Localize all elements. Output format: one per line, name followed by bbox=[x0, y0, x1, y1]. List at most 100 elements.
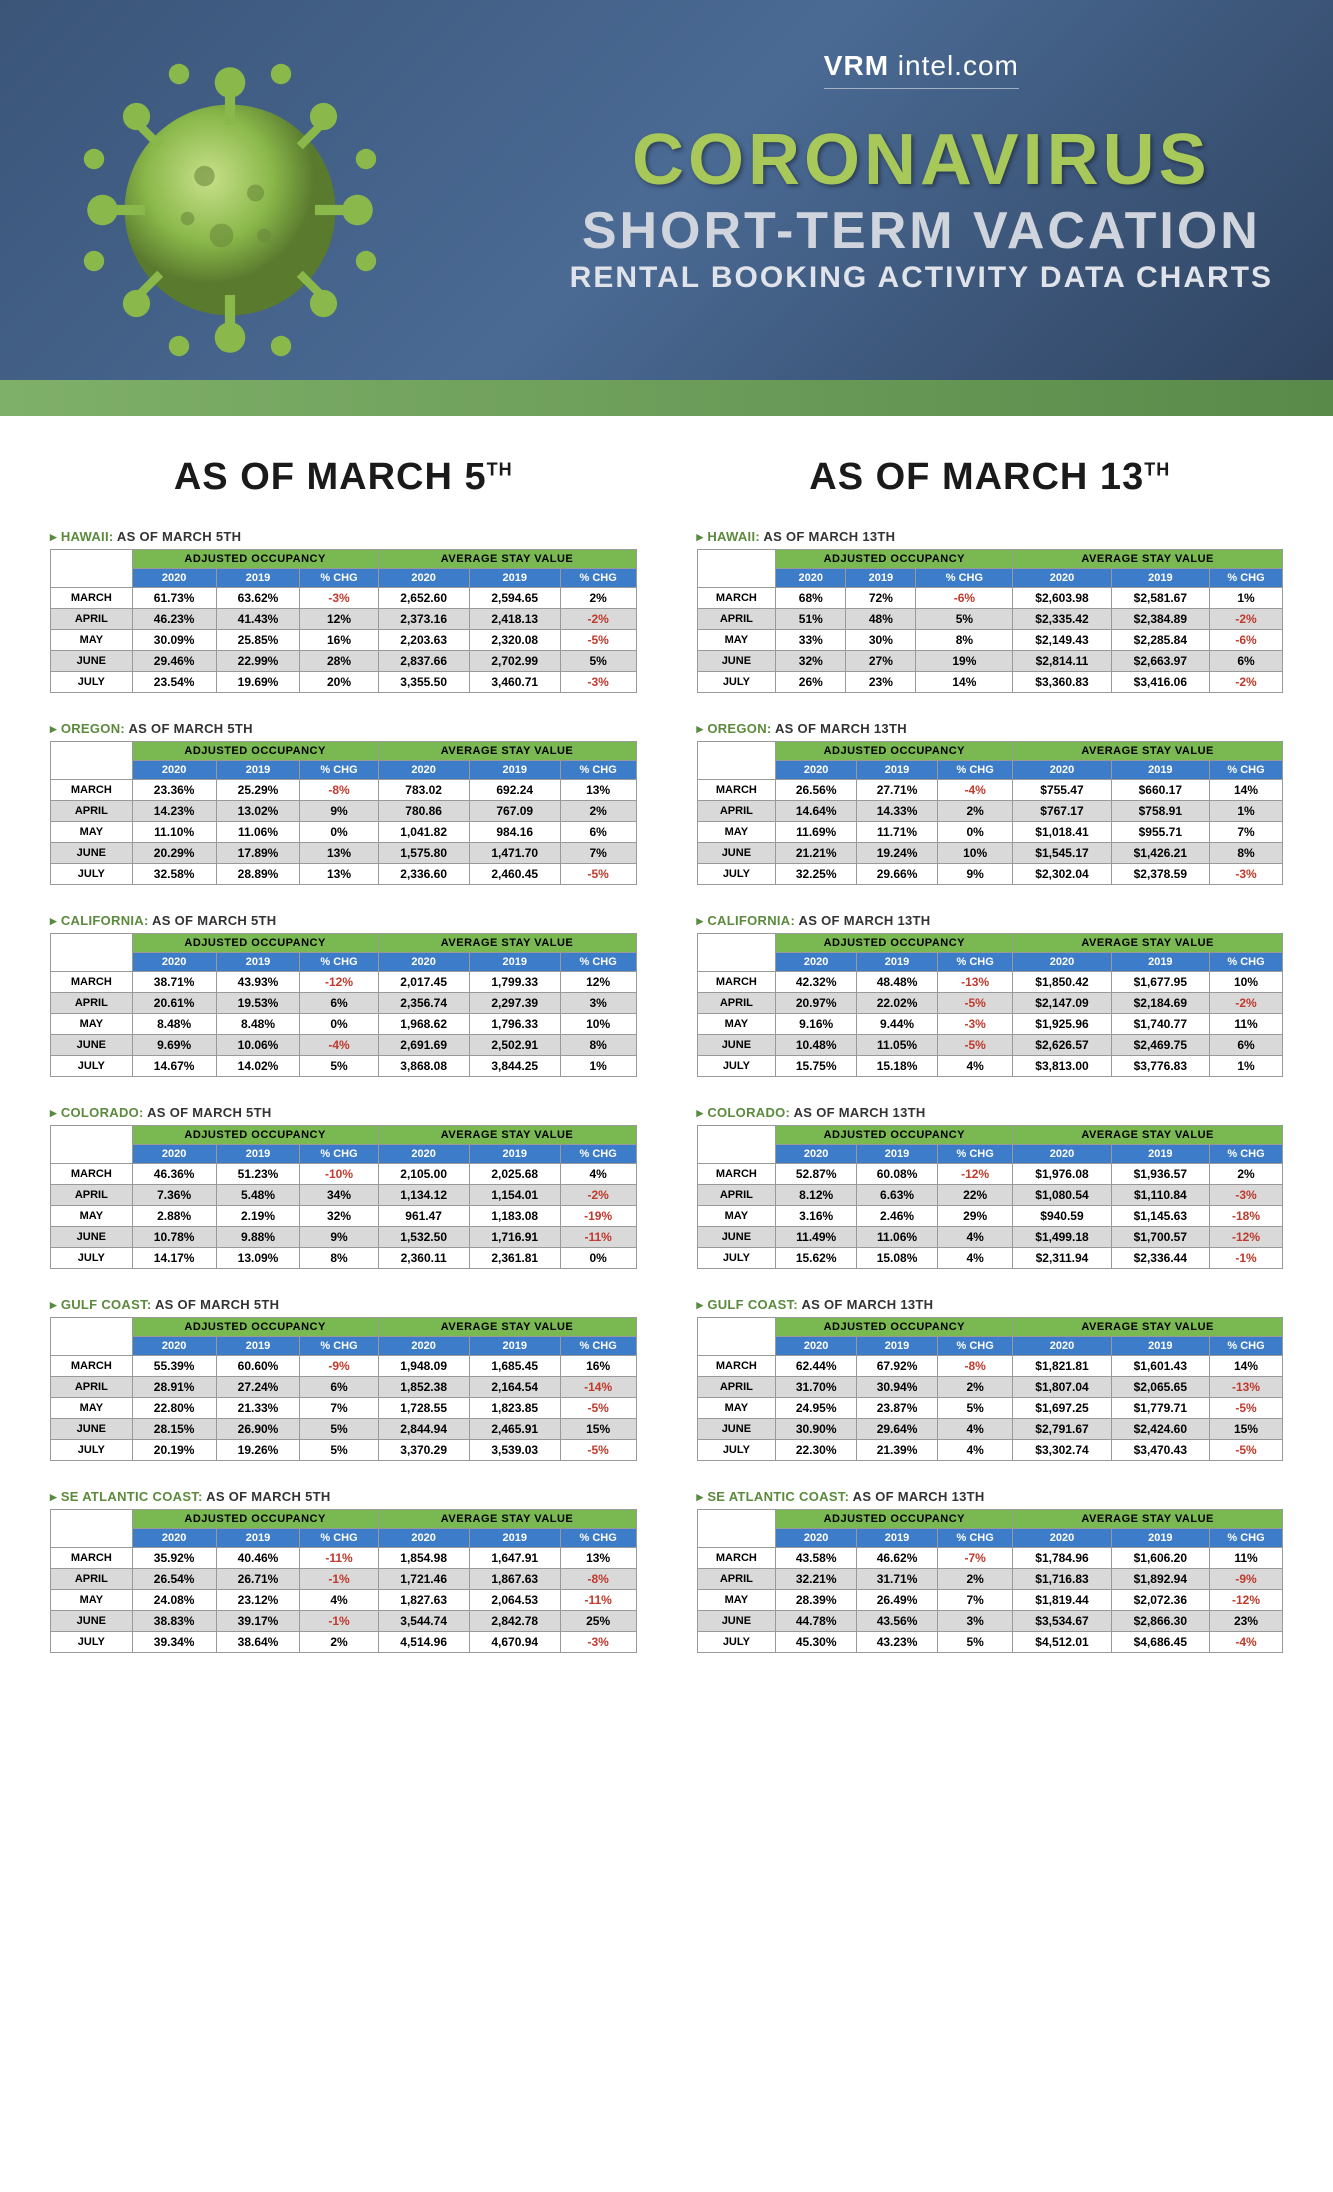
value-cell: 26.90% bbox=[216, 1419, 300, 1440]
sub-header: % CHG bbox=[300, 1529, 378, 1548]
sub-header: % CHG bbox=[1210, 1145, 1283, 1164]
value-cell: $2,384.89 bbox=[1111, 609, 1209, 630]
left-column: AS OF MARCH 5TH ▸HAWAII: AS OF MARCH 5TH… bbox=[50, 456, 637, 1681]
value-cell: 29.66% bbox=[857, 864, 938, 885]
value-cell: 8.48% bbox=[216, 1014, 300, 1035]
pct-chg-cell: 14% bbox=[916, 672, 1013, 693]
table-row: MARCH46.36%51.23%-10%2,105.002,025.684% bbox=[51, 1164, 637, 1185]
table-row: MAY11.10%11.06%0%1,041.82984.166% bbox=[51, 822, 637, 843]
month-cell: JUNE bbox=[51, 1419, 133, 1440]
sub-header: 2020 bbox=[132, 761, 216, 780]
table-row: JUNE28.15%26.90%5%2,844.942,465.9115% bbox=[51, 1419, 637, 1440]
sub-header: 2019 bbox=[216, 953, 300, 972]
pct-chg-cell: -5% bbox=[937, 1035, 1012, 1056]
data-table: ADJUSTED OCCUPANCYAVERAGE STAY VALUE2020… bbox=[50, 1317, 637, 1461]
value-cell: 41.43% bbox=[216, 609, 300, 630]
header-banner: VRM intel.com CORONAVIRUS SHORT-TERM VAC… bbox=[0, 0, 1333, 380]
value-cell: $4,686.45 bbox=[1111, 1632, 1209, 1653]
value-cell: 3,868.08 bbox=[378, 1056, 469, 1077]
group-header: ADJUSTED OCCUPANCY bbox=[776, 1126, 1013, 1145]
value-cell: 20.19% bbox=[132, 1440, 216, 1461]
data-table: ADJUSTED OCCUPANCYAVERAGE STAY VALUE2020… bbox=[697, 741, 1284, 885]
pct-chg-cell: 5% bbox=[300, 1419, 378, 1440]
month-cell: MARCH bbox=[51, 1356, 133, 1377]
pct-chg-cell: -3% bbox=[1210, 864, 1283, 885]
month-cell: APRIL bbox=[697, 993, 776, 1014]
content-area: AS OF MARCH 5TH ▸HAWAII: AS OF MARCH 5TH… bbox=[0, 416, 1333, 1721]
value-cell: 55.39% bbox=[132, 1356, 216, 1377]
value-cell: $2,335.42 bbox=[1013, 609, 1111, 630]
pct-chg-cell: 1% bbox=[1210, 1056, 1283, 1077]
value-cell: $2,469.75 bbox=[1111, 1035, 1209, 1056]
value-cell: $1,807.04 bbox=[1013, 1377, 1111, 1398]
sub-header: 2020 bbox=[132, 1337, 216, 1356]
value-cell: $1,606.20 bbox=[1111, 1548, 1209, 1569]
pct-chg-cell: -13% bbox=[1210, 1377, 1283, 1398]
pct-chg-cell: 13% bbox=[560, 1548, 636, 1569]
sub-header: % CHG bbox=[1210, 953, 1283, 972]
value-cell: 38.71% bbox=[132, 972, 216, 993]
month-cell: JULY bbox=[697, 864, 776, 885]
value-cell: $2,663.97 bbox=[1111, 651, 1209, 672]
group-header: AVERAGE STAY VALUE bbox=[378, 550, 636, 569]
data-table: ADJUSTED OCCUPANCYAVERAGE STAY VALUE2020… bbox=[697, 1317, 1284, 1461]
month-cell: APRIL bbox=[51, 1377, 133, 1398]
table-row: JUNE21.21%19.24%10%$1,545.17$1,426.218% bbox=[697, 843, 1283, 864]
value-cell: 2,361.81 bbox=[469, 1248, 560, 1269]
data-table: ADJUSTED OCCUPANCYAVERAGE STAY VALUE2020… bbox=[50, 741, 637, 885]
value-cell: 33% bbox=[776, 630, 846, 651]
month-cell: JULY bbox=[697, 1632, 776, 1653]
value-cell: 30.94% bbox=[857, 1377, 938, 1398]
value-cell: 2,320.08 bbox=[469, 630, 560, 651]
value-cell: $2,065.65 bbox=[1111, 1377, 1209, 1398]
region-block: ▸CALIFORNIA: AS OF MARCH 13THADJUSTED OC… bbox=[697, 913, 1284, 1077]
month-cell: APRIL bbox=[697, 1569, 776, 1590]
value-cell: 22.30% bbox=[776, 1440, 857, 1461]
group-header: ADJUSTED OCCUPANCY bbox=[132, 1318, 378, 1337]
value-cell: 32.58% bbox=[132, 864, 216, 885]
pct-chg-cell: -2% bbox=[560, 1185, 636, 1206]
pct-chg-cell: 1% bbox=[1210, 588, 1283, 609]
table-row: JULY23.54%19.69%20%3,355.503,460.71-3% bbox=[51, 672, 637, 693]
value-cell: $3,534.67 bbox=[1013, 1611, 1111, 1632]
pct-chg-cell: -9% bbox=[1210, 1569, 1283, 1590]
table-row: APRIL20.97%22.02%-5%$2,147.09$2,184.69-2… bbox=[697, 993, 1283, 1014]
value-cell: 35.92% bbox=[132, 1548, 216, 1569]
pct-chg-cell: 11% bbox=[1210, 1014, 1283, 1035]
value-cell: 51.23% bbox=[216, 1164, 300, 1185]
value-cell: 2.46% bbox=[857, 1206, 938, 1227]
region-title: ▸COLORADO: AS OF MARCH 5TH bbox=[50, 1105, 637, 1121]
value-cell: 22.99% bbox=[216, 651, 300, 672]
pct-chg-cell: 15% bbox=[560, 1419, 636, 1440]
pct-chg-cell: -5% bbox=[1210, 1398, 1283, 1419]
value-cell: 1,154.01 bbox=[469, 1185, 560, 1206]
table-row: MAY8.48%8.48%0%1,968.621,796.3310% bbox=[51, 1014, 637, 1035]
group-header: ADJUSTED OCCUPANCY bbox=[776, 742, 1013, 761]
value-cell: $1,426.21 bbox=[1111, 843, 1209, 864]
corner-blank bbox=[51, 1126, 133, 1164]
value-cell: 21.33% bbox=[216, 1398, 300, 1419]
pct-chg-cell: 8% bbox=[560, 1035, 636, 1056]
sub-header: 2019 bbox=[469, 569, 560, 588]
value-cell: 2,105.00 bbox=[378, 1164, 469, 1185]
value-cell: 38.64% bbox=[216, 1632, 300, 1653]
table-row: MARCH68%72%-6%$2,603.98$2,581.671% bbox=[697, 588, 1283, 609]
corner-blank bbox=[697, 1126, 776, 1164]
value-cell: 23.87% bbox=[857, 1398, 938, 1419]
sub-header: % CHG bbox=[560, 569, 636, 588]
value-cell: $758.91 bbox=[1111, 801, 1209, 822]
value-cell: $2,149.43 bbox=[1013, 630, 1111, 651]
value-cell: 15.18% bbox=[857, 1056, 938, 1077]
month-cell: APRIL bbox=[51, 993, 133, 1014]
group-header: AVERAGE STAY VALUE bbox=[378, 742, 636, 761]
table-row: MAY33%30%8%$2,149.43$2,285.84-6% bbox=[697, 630, 1283, 651]
value-cell: 984.16 bbox=[469, 822, 560, 843]
month-cell: MAY bbox=[51, 1590, 133, 1611]
value-cell: 19.26% bbox=[216, 1440, 300, 1461]
pct-chg-cell: 7% bbox=[560, 843, 636, 864]
value-cell: 15.75% bbox=[776, 1056, 857, 1077]
value-cell: 13.02% bbox=[216, 801, 300, 822]
value-cell: 1,134.12 bbox=[378, 1185, 469, 1206]
value-cell: 30.90% bbox=[776, 1419, 857, 1440]
value-cell: $1,697.25 bbox=[1013, 1398, 1111, 1419]
